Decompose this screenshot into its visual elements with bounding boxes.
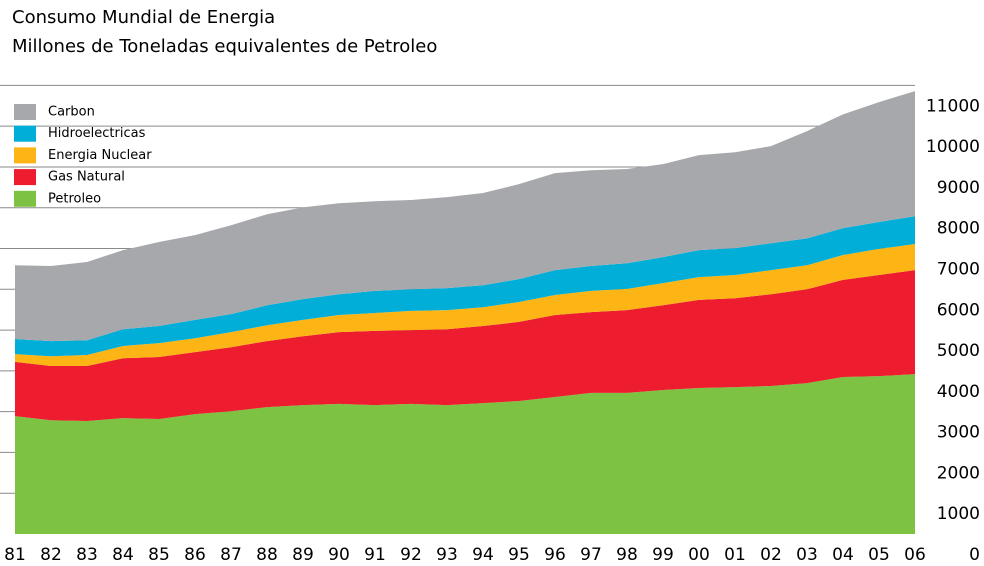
x-tick-label: 99 — [652, 545, 674, 565]
x-tick-label: 06 — [904, 545, 926, 565]
y-tick-label: 5000 — [937, 341, 980, 361]
area — [15, 244, 915, 366]
x-tick-label: 97 — [580, 545, 602, 565]
x-tick-label: 86 — [184, 545, 206, 565]
legend-label: Gas Natural — [48, 170, 125, 185]
y-tick-label: 7000 — [937, 260, 980, 280]
area — [15, 91, 915, 342]
x-tick-label: 88 — [256, 545, 278, 565]
x-tick-label: 84 — [112, 545, 134, 565]
area — [15, 216, 915, 357]
y-tick-label: 9000 — [937, 178, 980, 198]
x-tick-label: 89 — [292, 545, 314, 565]
legend-swatch — [14, 104, 36, 120]
x-tick-label: 02 — [760, 545, 782, 565]
x-tick-label: 94 — [472, 545, 494, 565]
y-tick-label: 6000 — [937, 300, 980, 320]
y-tick-label: 8000 — [937, 219, 980, 239]
x-tick-label: 90 — [328, 545, 350, 565]
y-tick-label: 11000 — [926, 96, 980, 116]
chart-title: Consumo Mundial de Energia — [12, 7, 275, 28]
x-tick-label: 91 — [364, 545, 386, 565]
legend-label: Carbon — [48, 105, 95, 120]
legend-label: Energia Nuclear — [48, 148, 152, 163]
x-tick-label: 87 — [220, 545, 242, 565]
x-tick-label: 96 — [544, 545, 566, 565]
x-tick-label: 98 — [616, 545, 638, 565]
legend-label: Petroleo — [48, 191, 101, 206]
x-tick-label: 93 — [436, 545, 458, 565]
legend-swatch — [14, 125, 36, 142]
area — [15, 374, 915, 534]
y-tick-label: 1000 — [937, 504, 980, 524]
legend-swatch — [14, 147, 36, 164]
x-tick-label: 05 — [868, 545, 890, 565]
y-tick-label: 10000 — [926, 137, 980, 157]
x-tick-label: 92 — [400, 545, 422, 565]
legend-swatch — [14, 190, 36, 207]
x-tick-label: 85 — [148, 545, 170, 565]
area — [15, 270, 915, 422]
legend-swatch — [14, 169, 36, 186]
y-tick-label: 3000 — [937, 423, 980, 443]
legend-label: Hidroelectricas — [48, 126, 146, 141]
y-tick-label: 2000 — [937, 463, 980, 483]
x-tick-label: 00 — [688, 545, 710, 565]
x-tick-label: 95 — [508, 545, 530, 565]
x-tick-label: 82 — [40, 545, 62, 565]
y-tick-label: 0 — [969, 545, 980, 565]
y-tick-label: 4000 — [937, 382, 980, 402]
x-tick-label: 04 — [832, 545, 854, 565]
chart-subtitle: Millones de Toneladas equivalentes de Pe… — [12, 36, 437, 57]
x-tick-label: 03 — [796, 545, 818, 565]
x-tick-label: 81 — [4, 545, 26, 565]
x-tick-label: 83 — [76, 545, 98, 565]
x-tick-label: 01 — [724, 545, 746, 565]
